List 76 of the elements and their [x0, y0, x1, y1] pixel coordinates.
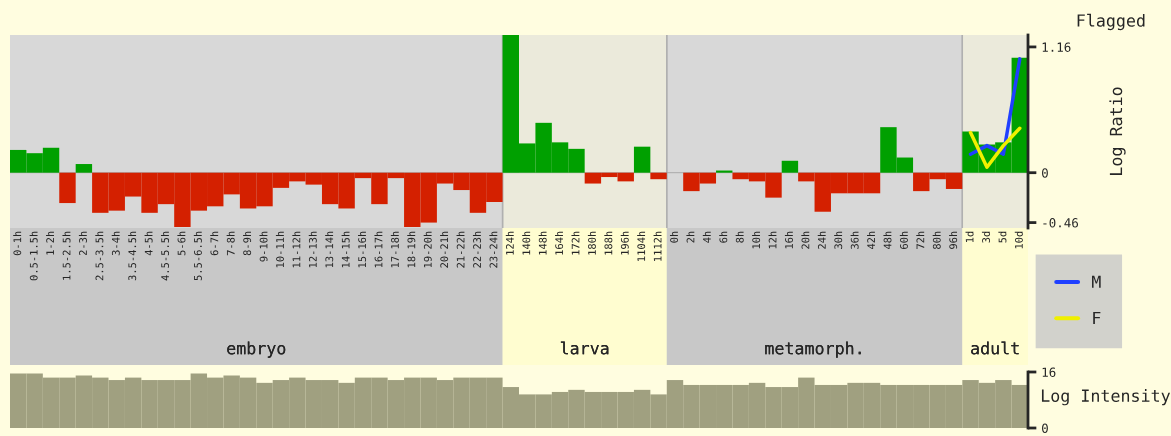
y-tick-label: 0	[1042, 168, 1048, 178]
x-tick-label: 48h	[883, 231, 892, 250]
x-tick-label: 172h	[571, 231, 580, 255]
x-tick-label: 12-13h	[308, 231, 317, 268]
y-tick-label: -0.46	[1043, 218, 1079, 228]
x-tick-label: 124h	[505, 231, 514, 255]
x-tick-label: 80h	[932, 231, 941, 249]
x-tick-label: 180h	[587, 231, 596, 255]
x-tick-label: 1-2h	[46, 231, 54, 255]
band-label: metamorph.	[765, 341, 861, 358]
x-tick-label: 2-3h	[78, 231, 87, 256]
x-tick-label: 8-9h	[243, 231, 252, 256]
x-tick-label: 72h	[916, 231, 925, 249]
x-tick-label: 196h	[620, 231, 629, 255]
x-tick-label: 12h	[768, 231, 777, 249]
band-label: embryo	[227, 341, 286, 358]
x-tick-label: 4h	[702, 231, 711, 243]
x-tick-label: 2h	[686, 231, 695, 243]
x-tick-label: 1104h	[637, 231, 646, 261]
legend-label: F	[1093, 311, 1101, 325]
x-tick-label: 20h	[801, 231, 810, 249]
band-label: larva	[560, 341, 609, 355]
x-tick-label: 19-20h	[423, 231, 432, 268]
x-tick-label: 36h	[850, 231, 859, 249]
y-tick-label: 16	[1042, 367, 1056, 377]
x-tick-label: 6h	[719, 231, 728, 243]
x-tick-label: 8h	[735, 231, 744, 243]
x-tick-label: 20-21h	[440, 231, 449, 268]
x-tick-label: 3-4h	[111, 231, 120, 256]
x-tick-label: 1112h	[653, 231, 662, 261]
legend-label: M	[1092, 275, 1101, 288]
x-tick-label: 23-24h	[489, 231, 498, 268]
x-tick-label: 9-10h	[259, 231, 268, 262]
y-tick-label: 0	[1042, 423, 1048, 433]
x-tick-label: 0h	[669, 231, 679, 243]
x-tick-label: 7-8h	[226, 231, 235, 256]
x-tick-label: 16-17h	[374, 231, 383, 268]
x-tick-label: 4.5-5.5h	[160, 231, 170, 281]
x-tick-label: 13-14h	[325, 231, 334, 268]
x-tick-label: 2.5-3.5h	[95, 231, 104, 281]
x-tick-label: 6-7h	[210, 231, 219, 256]
x-tick-label: 16h	[784, 231, 793, 249]
x-tick-label: 164h	[555, 231, 564, 255]
x-tick-label: 24h	[817, 231, 826, 249]
x-tick-label: 3.5-4.5h	[128, 231, 137, 281]
x-tick-label: 15-16h	[358, 231, 367, 268]
x-tick-label: 42h	[867, 231, 875, 250]
x-tick-label: 140h	[522, 231, 531, 255]
x-tick-label: 10d	[1014, 231, 1023, 249]
y-tick-label: 1.16	[1042, 42, 1071, 52]
x-tick-label: 4-5h	[144, 231, 153, 256]
x-tick-label: 148h	[538, 231, 547, 255]
x-tick-label: 3d	[981, 231, 990, 243]
x-tick-label: 10-11h	[275, 231, 284, 268]
x-tick-label: 60h	[899, 231, 908, 249]
x-tick-label: 1d	[965, 231, 974, 243]
band-label: adult	[971, 341, 1019, 355]
text: Flagged	[1077, 13, 1145, 31]
y-axis-title: Log Intensity	[1041, 389, 1171, 406]
x-tick-label: 11-12h	[292, 231, 301, 268]
y-axis-title: Log Ratio	[1109, 87, 1126, 175]
x-tick-label: 18-19h	[407, 231, 416, 268]
x-tick-label: 188h	[604, 231, 613, 255]
x-tick-label: 10h	[752, 231, 761, 249]
x-tick-label: 22-23h	[472, 231, 481, 268]
x-tick-label: 1.5-2.5h	[62, 231, 71, 280]
x-tick-label: 96h	[949, 231, 958, 249]
x-tick-label: 0-1h	[13, 231, 22, 256]
x-tick-label: 5-6h	[177, 231, 186, 256]
x-tick-label: 17-18h	[390, 231, 399, 268]
x-tick-label: 5d	[998, 231, 1007, 243]
x-tick-label: 21-22h	[456, 231, 465, 268]
x-tick-label: 0.5-1.5h	[29, 231, 38, 281]
x-tick-label: 14-15h	[341, 231, 350, 268]
x-tick-label: 5.5-6.5h	[193, 231, 202, 281]
x-tick-label: 30h	[834, 231, 843, 249]
